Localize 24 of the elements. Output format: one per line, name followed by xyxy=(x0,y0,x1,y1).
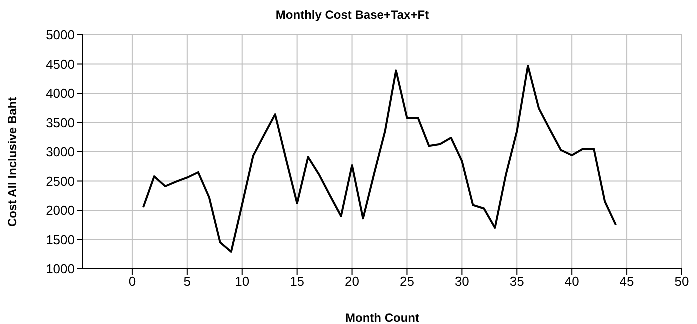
y-tick-label: 2500 xyxy=(46,174,75,189)
y-tick-label: 2000 xyxy=(46,203,75,218)
y-tick-label: 3500 xyxy=(46,115,75,130)
y-tick-label: 4000 xyxy=(46,86,75,102)
chart-title: Monthly Cost Base+Tax+Ft xyxy=(274,8,430,22)
y-tick-label: 1000 xyxy=(46,262,75,277)
x-tick-label: 0 xyxy=(128,274,136,290)
x-tick-label: 15 xyxy=(290,274,305,290)
x-tick-label: 50 xyxy=(674,274,690,290)
x-tick-label: 20 xyxy=(345,274,360,290)
x-tick-label: 25 xyxy=(400,274,414,290)
y-tick-label: 1500 xyxy=(46,232,75,248)
x-tick-label: 5 xyxy=(184,274,192,290)
y-tick-label: 3000 xyxy=(46,144,75,160)
x-tick-label: 30 xyxy=(454,274,470,290)
x-tick-label: 45 xyxy=(620,274,634,290)
x-tick-label: 35 xyxy=(510,274,524,290)
y-axis-title: Cost All Inclusive Baht xyxy=(5,97,20,227)
y-tick-label: 5000 xyxy=(46,28,75,43)
y-tick-label: 4500 xyxy=(46,56,75,72)
x-tick-label: 40 xyxy=(564,274,580,290)
x-axis-title: Month Count xyxy=(346,311,420,324)
line-series xyxy=(142,65,618,254)
x-tick-label: 10 xyxy=(235,274,250,290)
